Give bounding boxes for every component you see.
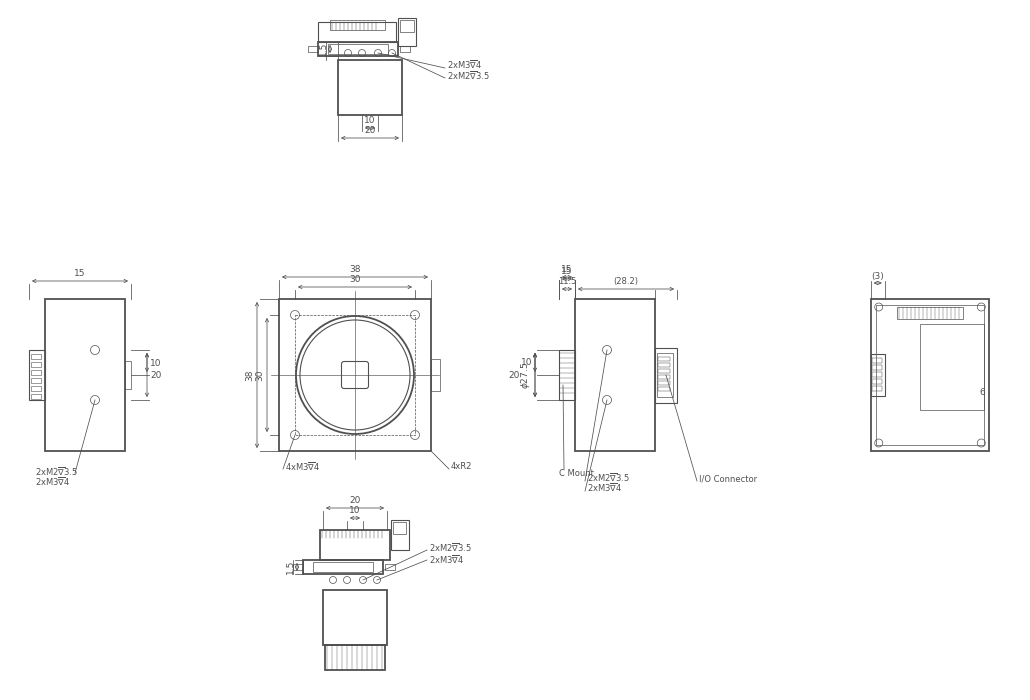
Bar (658, 375, 670, 379)
Text: 1.5: 1.5 (319, 42, 328, 56)
Bar (871, 372, 882, 377)
Text: 2xM3$\overline{\nabla}$4: 2xM3$\overline{\nabla}$4 (35, 477, 70, 489)
Bar (31, 362, 41, 367)
Bar (295, 315, 415, 435)
Text: 11.5: 11.5 (558, 277, 576, 286)
Text: C Mount: C Mount (559, 469, 594, 478)
Bar (657, 353, 673, 397)
Bar (338, 60, 402, 115)
Text: 6: 6 (980, 388, 985, 397)
Text: 2xM3$\overline{\nabla}$4: 2xM3$\overline{\nabla}$4 (587, 482, 622, 494)
Text: 2xM3$\overline{\nabla}$4: 2xM3$\overline{\nabla}$4 (447, 59, 482, 71)
Text: I/O Connector: I/O Connector (699, 474, 757, 483)
Bar (385, 564, 394, 570)
Bar (31, 394, 41, 399)
Bar (279, 299, 431, 451)
Text: 2xM2$\overline{\nabla}$3.5: 2xM2$\overline{\nabla}$3.5 (587, 473, 630, 484)
Bar (31, 354, 41, 359)
Text: (28.2): (28.2) (614, 277, 639, 286)
Text: 30: 30 (255, 370, 264, 381)
Bar (320, 530, 390, 560)
Bar (655, 347, 677, 402)
Text: 10: 10 (365, 116, 376, 125)
Bar (31, 370, 41, 375)
Bar (658, 369, 670, 373)
Bar (920, 324, 985, 410)
Bar (400, 20, 414, 32)
Text: 20: 20 (365, 126, 376, 135)
Text: 15: 15 (74, 269, 85, 278)
Bar (870, 299, 989, 451)
Bar (45, 299, 125, 451)
Bar (29, 350, 45, 400)
Bar (125, 361, 131, 389)
Bar (391, 520, 409, 550)
Bar (871, 379, 882, 384)
Bar (897, 307, 963, 319)
Text: 2xM2$\overline{\nabla}$3.5: 2xM2$\overline{\nabla}$3.5 (35, 466, 78, 479)
Text: 20: 20 (150, 370, 162, 379)
Bar (31, 386, 41, 391)
Bar (575, 299, 655, 451)
Bar (559, 350, 575, 400)
Bar (393, 522, 406, 534)
Bar (658, 357, 670, 361)
Text: 4xR2: 4xR2 (451, 462, 473, 471)
Text: 10: 10 (349, 506, 360, 515)
Bar (293, 564, 303, 570)
Text: 2xM3$\overline{\nabla}$4: 2xM3$\overline{\nabla}$4 (430, 554, 465, 566)
Text: 2xM2$\overline{\nabla}$3.5: 2xM2$\overline{\nabla}$3.5 (447, 70, 490, 82)
Bar (658, 363, 670, 367)
Bar (318, 42, 398, 56)
Text: 38: 38 (349, 265, 360, 274)
Bar (658, 387, 670, 391)
Bar (658, 381, 670, 385)
Bar (313, 562, 373, 572)
Text: 10: 10 (520, 358, 533, 367)
Bar (398, 18, 416, 46)
Text: 38: 38 (245, 370, 254, 381)
Bar (330, 20, 385, 30)
Text: 1.5: 1.5 (286, 560, 295, 574)
Bar (871, 365, 882, 370)
Bar (400, 46, 410, 52)
Text: 10: 10 (150, 358, 162, 368)
Bar (876, 305, 985, 445)
Text: 30: 30 (349, 275, 360, 284)
Bar (870, 354, 885, 396)
Bar (303, 560, 383, 574)
Bar (325, 645, 385, 670)
Text: 15: 15 (561, 267, 573, 276)
Text: 20: 20 (509, 370, 520, 379)
Bar (871, 386, 882, 391)
Text: 15: 15 (561, 265, 573, 274)
Text: 4xM3$\overline{\nabla}$4: 4xM3$\overline{\nabla}$4 (285, 461, 320, 473)
Bar (871, 358, 882, 363)
Text: 2xM2$\overline{\nabla}$3.5: 2xM2$\overline{\nabla}$3.5 (430, 542, 472, 554)
Bar (328, 44, 388, 54)
Bar (318, 22, 396, 42)
Bar (431, 359, 440, 391)
Bar (323, 590, 387, 645)
Bar (31, 378, 41, 383)
Text: $\phi$27.5: $\phi$27.5 (519, 361, 533, 388)
Text: (3): (3) (871, 272, 884, 281)
Bar (308, 46, 318, 52)
Text: 20: 20 (349, 496, 360, 505)
